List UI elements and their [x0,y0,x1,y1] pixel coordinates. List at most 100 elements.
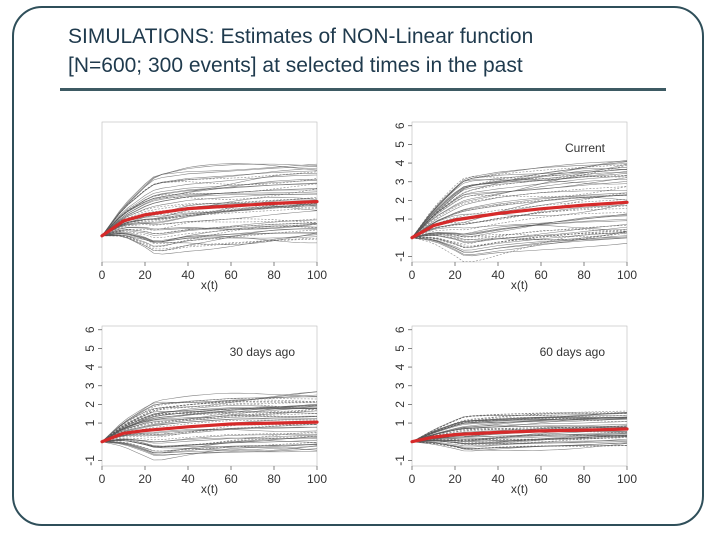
x-tick-label: 60 [224,268,238,282]
x-tick-label: 80 [577,268,591,282]
y-tick-label: 4 [83,363,97,370]
simulated-curve [101,218,318,237]
simulated-curve [101,432,318,442]
slide-title: SIMULATIONS: Estimates of NON-Linear fun… [68,22,688,80]
simulated-curve [411,232,628,238]
simulated-curve [411,224,628,238]
simulated-curve [101,431,318,447]
simulated-curve [101,419,317,442]
y-tick-label: -1 [393,455,407,466]
simulated-curve [101,189,317,237]
simulated-curve [101,202,318,237]
simulated-curve [411,237,628,251]
simulated-curve [411,432,628,442]
simulated-curve [101,179,318,236]
simulated-curve [101,441,318,456]
y-tick-label: 4 [393,159,407,166]
x-tick-label: 40 [181,268,195,282]
estimate-line [100,420,319,444]
title-divider [60,88,666,91]
simulated-curve [411,160,628,238]
simulated-curve [411,226,628,242]
simulated-curve [101,441,318,454]
x-tick-label: 20 [138,268,152,282]
x-tick-label: 40 [491,472,505,486]
simulated-curve [411,212,628,238]
x-tick-label: 100 [617,268,637,282]
simulated-curve [101,398,318,442]
simulated-curve [101,441,318,452]
x-axis-label: x(t) [511,482,528,496]
simulated-curve [411,441,628,447]
x-tick-label: 60 [534,268,548,282]
simulated-curve [411,161,628,238]
simulated-curve [101,415,317,442]
simulated-curve [411,237,628,257]
y-tick-label: 2 [83,401,97,408]
simulated-curve [101,224,318,238]
y-tick-label: -1 [393,251,407,262]
slide-frame [12,6,704,526]
simulated-curve [411,440,627,448]
x-tick-label: 40 [491,268,505,282]
simulated-curve [411,213,628,238]
x-tick-label: 20 [448,472,462,486]
simulated-curve [101,418,317,442]
simulated-curve [411,233,628,263]
simulated-curve [101,440,318,448]
simulated-curve [101,401,317,442]
plot-area [411,325,628,467]
simulated-curve [101,222,318,237]
simulated-curve [101,437,318,443]
simulated-curve [411,224,628,241]
simulated-curve [411,165,628,238]
simulated-curve [101,391,318,442]
simulated-curve [101,191,318,237]
x-tick-label: 0 [99,268,106,282]
simulated-curve [411,220,628,238]
simulated-curve [101,163,318,236]
chart-panel-top-left: 0 20 40 60 80 100 x(t) [99,121,327,292]
simulated-curve [411,218,628,238]
simulated-curve [101,404,318,442]
simulated-curve [411,208,628,238]
y-tick-label: 6 [83,326,97,333]
estimate-line [410,427,629,444]
simulated-curve [101,210,318,237]
simulated-curve [411,214,628,238]
y-tick-label: 1 [393,419,407,426]
simulated-curve [101,226,318,248]
simulated-curve [101,441,318,461]
simulated-curve [411,186,628,238]
simulated-curve [411,175,627,238]
simulated-curve [411,190,628,238]
simulated-curve [101,167,318,236]
simulated-curve [411,205,628,238]
simulated-curve [101,392,318,442]
simulated-curve [101,174,318,236]
plot-area [411,121,628,263]
simulated-curve [411,412,628,442]
x-axis-label: x(t) [201,278,218,292]
simulated-curve [101,413,318,442]
simulated-curve [101,179,318,236]
simulated-curve [101,408,318,442]
panel-label: Current [565,141,606,155]
simulated-curve [101,196,318,237]
x-axis-label: x(t) [511,278,528,292]
simulated-curve [101,434,318,444]
estimate-line [100,200,319,238]
x-tick-label: 100 [307,268,327,282]
y-tick-label: 3 [83,382,97,389]
simulated-curve [101,426,317,442]
y-tick-label: 2 [393,197,407,204]
simulated-curve [411,186,628,238]
simulated-curve [101,441,318,452]
simulated-curve [101,233,318,242]
simulated-curve [411,179,628,238]
x-axis-label: x(t) [201,482,218,496]
simulated-curve [411,199,628,238]
simulated-curve [411,175,628,238]
simulated-curve [101,441,318,454]
simulated-curve [411,177,628,238]
